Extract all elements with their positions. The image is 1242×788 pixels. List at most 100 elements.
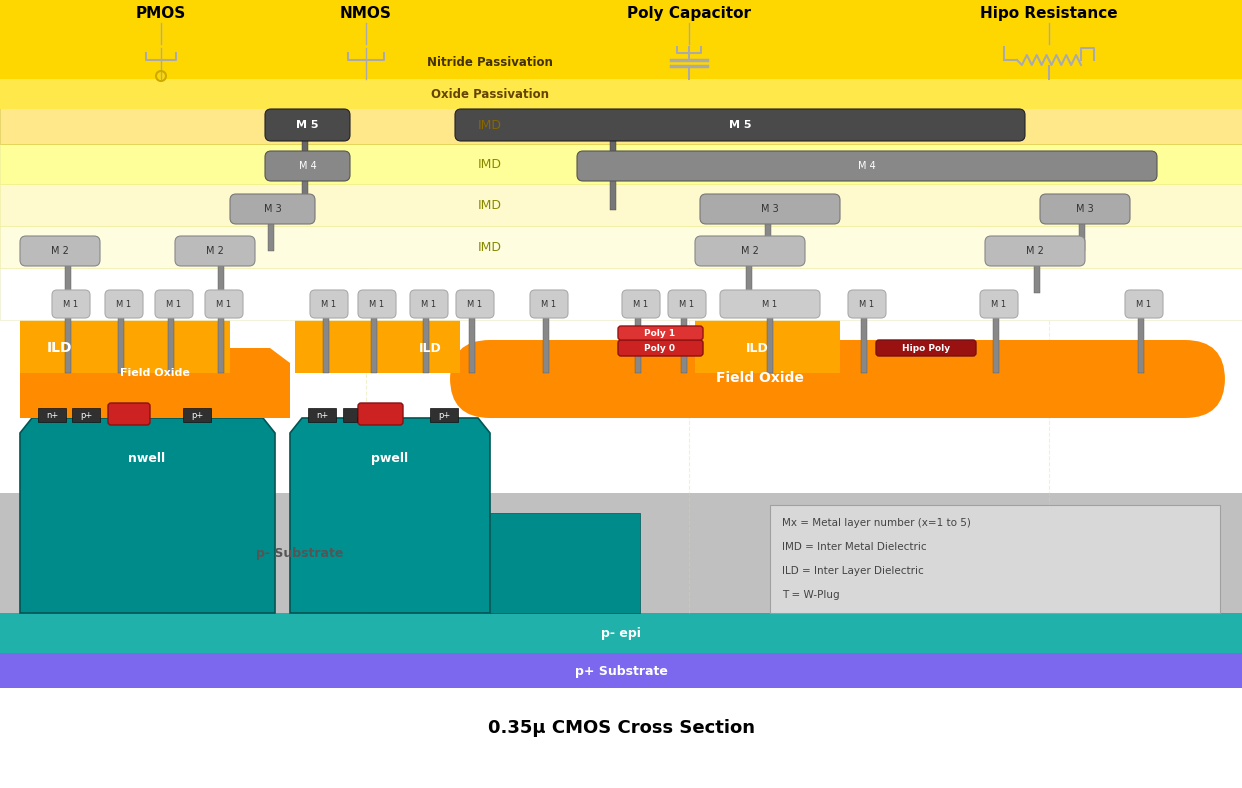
Text: M 2: M 2 xyxy=(741,246,759,256)
Text: M 1: M 1 xyxy=(369,299,385,308)
Bar xyxy=(302,180,308,210)
FancyBboxPatch shape xyxy=(720,290,820,318)
FancyBboxPatch shape xyxy=(175,236,255,266)
Bar xyxy=(323,318,329,373)
Bar xyxy=(765,223,771,251)
Text: M 1: M 1 xyxy=(859,299,874,308)
Bar xyxy=(0,226,1242,268)
FancyBboxPatch shape xyxy=(619,326,703,340)
Text: M 2: M 2 xyxy=(206,246,224,256)
Text: M 3: M 3 xyxy=(761,204,779,214)
FancyBboxPatch shape xyxy=(1040,194,1130,224)
Text: M 1: M 1 xyxy=(322,299,337,308)
Text: p- Substrate: p- Substrate xyxy=(256,547,344,559)
Bar xyxy=(0,268,1242,320)
Text: p- epi: p- epi xyxy=(601,626,641,640)
Bar xyxy=(543,318,549,373)
FancyBboxPatch shape xyxy=(155,290,193,318)
FancyBboxPatch shape xyxy=(450,340,1225,418)
FancyBboxPatch shape xyxy=(848,290,886,318)
Polygon shape xyxy=(20,348,289,418)
Text: IMD = Inter Metal Dielectric: IMD = Inter Metal Dielectric xyxy=(782,542,927,552)
Bar xyxy=(219,265,224,293)
FancyBboxPatch shape xyxy=(456,290,494,318)
Text: M 2: M 2 xyxy=(1026,246,1045,256)
FancyBboxPatch shape xyxy=(1125,290,1163,318)
Text: p+: p+ xyxy=(79,411,92,419)
FancyBboxPatch shape xyxy=(530,290,568,318)
Bar xyxy=(308,408,337,422)
Bar xyxy=(296,318,460,373)
Text: ILD: ILD xyxy=(47,341,73,355)
FancyBboxPatch shape xyxy=(265,151,350,181)
Bar xyxy=(302,140,308,170)
Text: pwell: pwell xyxy=(371,452,409,464)
Bar xyxy=(0,106,1242,144)
FancyBboxPatch shape xyxy=(20,236,101,266)
FancyBboxPatch shape xyxy=(265,109,350,141)
Bar xyxy=(0,184,1242,226)
Text: M 1: M 1 xyxy=(421,299,436,308)
Bar xyxy=(770,505,1220,613)
Text: Mx = Metal layer number (x=1 to 5): Mx = Metal layer number (x=1 to 5) xyxy=(782,518,971,528)
Text: Hipo Poly: Hipo Poly xyxy=(902,344,950,352)
FancyBboxPatch shape xyxy=(205,290,243,318)
Bar xyxy=(183,408,211,422)
Text: M 1: M 1 xyxy=(63,299,78,308)
Text: M 3: M 3 xyxy=(263,204,282,214)
Bar xyxy=(0,493,1242,613)
Text: p+: p+ xyxy=(438,411,450,419)
FancyBboxPatch shape xyxy=(358,403,402,425)
Bar xyxy=(268,223,274,251)
Text: ILD = Inter Layer Dielectric: ILD = Inter Layer Dielectric xyxy=(782,566,924,576)
Text: Nitride Passivation: Nitride Passivation xyxy=(427,55,553,69)
Polygon shape xyxy=(20,418,274,613)
Bar xyxy=(0,44,1242,79)
Text: IMD: IMD xyxy=(478,240,502,254)
Text: M 4: M 4 xyxy=(298,161,317,171)
Bar xyxy=(1138,318,1144,373)
Bar xyxy=(746,265,751,293)
Bar xyxy=(635,318,641,373)
Bar xyxy=(610,140,616,170)
Text: IMD: IMD xyxy=(478,199,502,211)
Bar xyxy=(424,318,428,373)
Bar xyxy=(371,318,378,373)
Text: M 1: M 1 xyxy=(679,299,694,308)
Bar xyxy=(118,318,124,373)
FancyBboxPatch shape xyxy=(106,290,143,318)
Polygon shape xyxy=(289,418,491,613)
Text: T = W-Plug: T = W-Plug xyxy=(782,590,840,600)
Text: Field Oxide: Field Oxide xyxy=(717,371,804,385)
Text: M 1: M 1 xyxy=(763,299,777,308)
Bar xyxy=(0,613,1242,653)
Text: Oxide Passivation: Oxide Passivation xyxy=(431,87,549,101)
Bar xyxy=(861,318,867,373)
FancyBboxPatch shape xyxy=(310,290,348,318)
Bar xyxy=(20,318,230,373)
Text: M 1: M 1 xyxy=(467,299,483,308)
Bar xyxy=(65,318,71,373)
Text: Poly Capacitor: Poly Capacitor xyxy=(627,6,751,20)
Text: Poly 0: Poly 0 xyxy=(645,344,676,352)
Bar xyxy=(39,408,66,422)
FancyBboxPatch shape xyxy=(696,236,805,266)
Bar xyxy=(610,180,616,210)
FancyBboxPatch shape xyxy=(700,194,840,224)
Bar xyxy=(681,318,687,373)
Text: ILD: ILD xyxy=(745,341,769,355)
Bar xyxy=(0,144,1242,184)
Text: Field Oxide: Field Oxide xyxy=(120,368,190,378)
Bar xyxy=(0,79,1242,109)
Bar xyxy=(0,653,1242,688)
Bar xyxy=(430,408,458,422)
Bar xyxy=(219,318,224,373)
FancyBboxPatch shape xyxy=(358,290,396,318)
Bar xyxy=(1079,223,1086,251)
Text: M 4: M 4 xyxy=(858,161,876,171)
Bar xyxy=(343,408,356,422)
Text: Hipo Resistance: Hipo Resistance xyxy=(980,6,1118,20)
FancyBboxPatch shape xyxy=(455,109,1025,141)
FancyBboxPatch shape xyxy=(876,340,976,356)
Bar xyxy=(72,408,101,422)
